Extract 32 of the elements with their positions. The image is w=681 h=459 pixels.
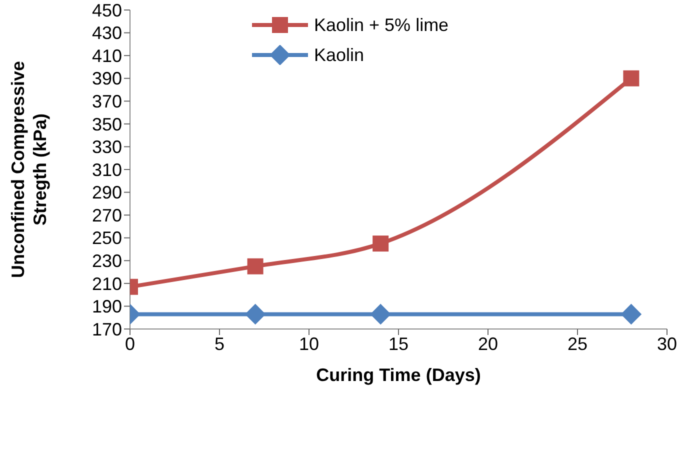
y-axis-title: Unconfined Compressive Stregth (kPa) [8,60,50,278]
point [370,304,391,325]
point [623,70,640,86]
x-tick-label: 25 [567,334,588,354]
point [244,304,266,325]
point [247,258,264,274]
y-tick-label: 170 [92,319,122,340]
x-tick-label: 5 [214,334,225,354]
y-tick-label: 350 [92,114,122,134]
y-tick-label: 270 [92,205,122,226]
y-tick-label: 190 [92,296,122,317]
y-tick-label: 310 [92,160,122,180]
x-tick-label: 20 [478,334,498,354]
y-tick-label: 230 [92,251,122,272]
legend-label: Kaolin + 5% lime [314,14,449,36]
y-tick-label: 390 [92,68,122,89]
y-tick-label: 250 [92,228,122,248]
y-tick-label: 330 [92,137,122,158]
y-tick-label: 290 [92,182,122,203]
point [620,304,642,325]
y-tick-label: 370 [92,92,122,112]
y-tick-label: 450 [92,0,122,20]
x-tick-label: 10 [298,334,320,354]
y-tick-label: 430 [92,23,122,44]
x-tick-label: 0 [124,334,136,354]
point [372,236,389,252]
x-tick-label: 15 [388,334,409,354]
x-axis-title: Curing Time (Days) [316,365,481,385]
y-tick-label: 210 [92,274,122,294]
x-tick-label: 30 [656,334,678,354]
legend-label: Kaolin [314,44,364,66]
y-tick-label: 410 [92,46,122,66]
